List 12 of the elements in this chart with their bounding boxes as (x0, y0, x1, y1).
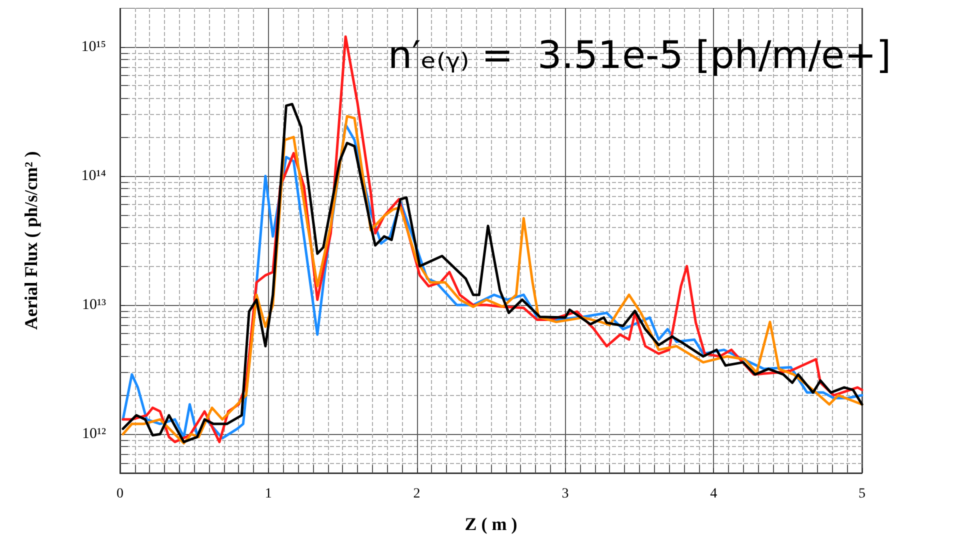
y-tick-label: 10¹⁴ (81, 168, 106, 184)
y-axis-title: Aerial Flux ( ph/s/cm² ) (21, 151, 41, 330)
x-tick-label: 2 (413, 486, 420, 502)
y-tick-label: 10¹² (82, 426, 106, 442)
y-tick-label: 10¹⁵ (81, 38, 106, 55)
y-tick-label: 10¹³ (82, 297, 106, 314)
x-tick-label: 1 (264, 486, 272, 502)
x-tick-label: 0 (116, 486, 124, 502)
x-tick-label: 3 (562, 486, 569, 502)
x-tick-label: 5 (858, 486, 866, 502)
x-axis-title: Z ( m ) (464, 514, 518, 534)
x-tick-label: 4 (710, 486, 718, 502)
